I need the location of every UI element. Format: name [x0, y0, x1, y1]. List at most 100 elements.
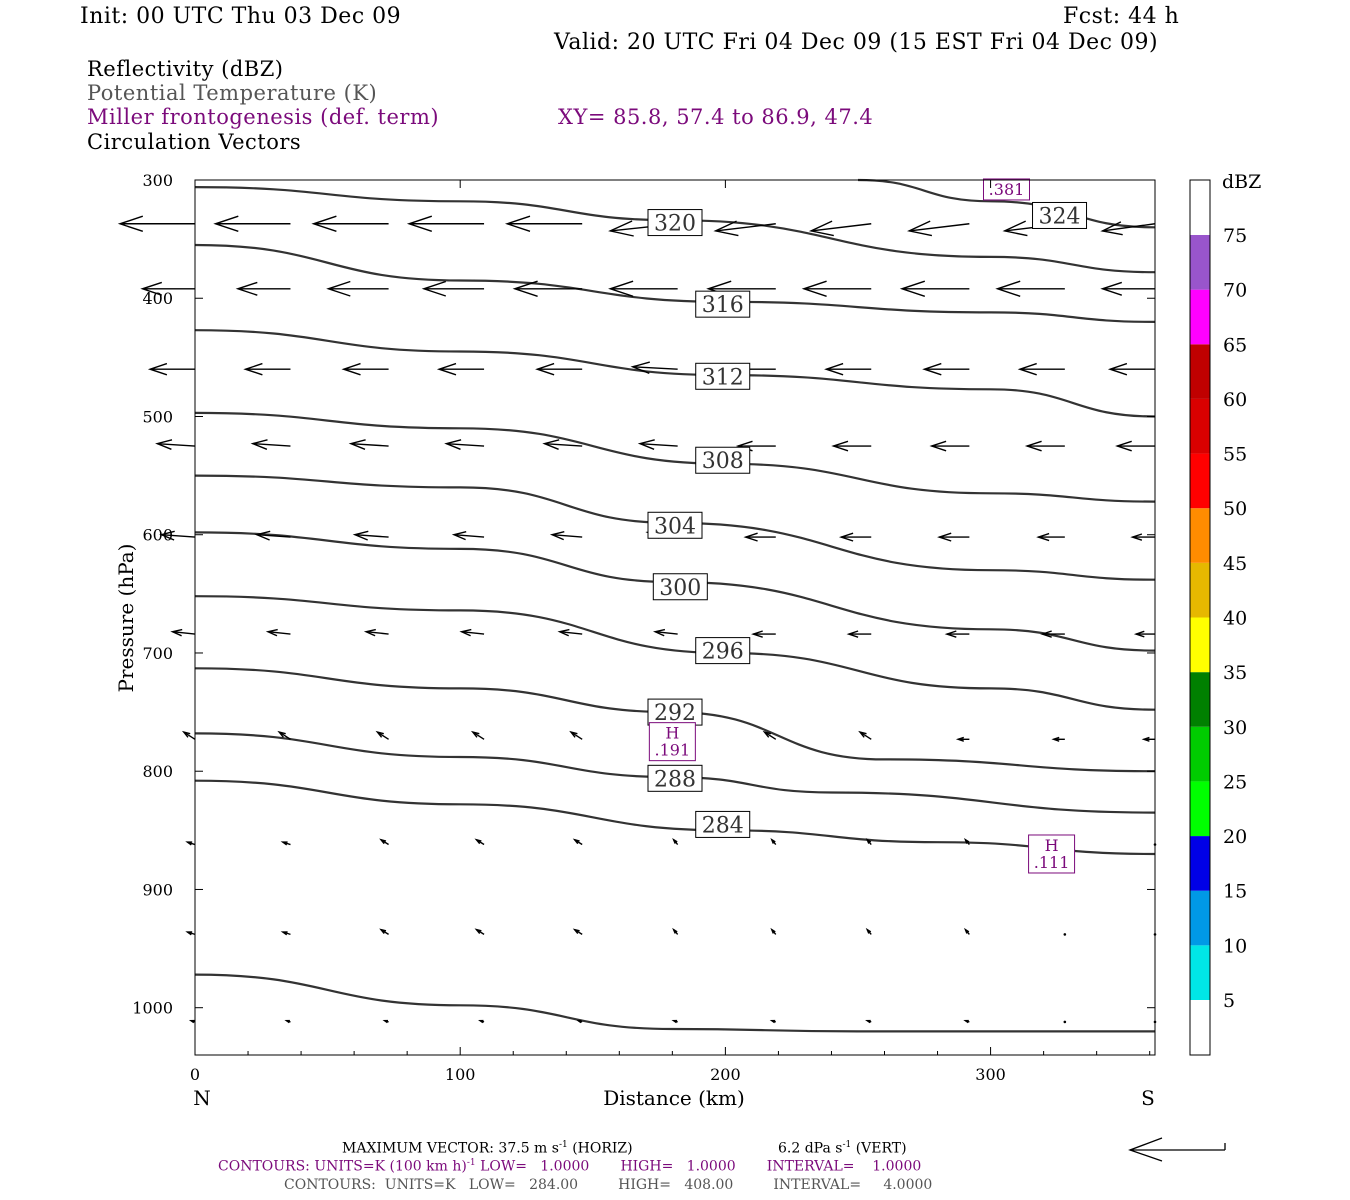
max-vector-exp: -1 [558, 1140, 568, 1150]
circulation-vector [459, 628, 485, 637]
circulation-vector [963, 837, 970, 845]
colorbar-swatch-65 [1190, 289, 1210, 345]
miller-label-text: .191 [655, 741, 691, 760]
circulation-vector [630, 361, 678, 374]
circulation-vector [1133, 630, 1155, 638]
colorbar-unit: dBZ [1222, 171, 1261, 193]
colorbar-label-5: 5 [1223, 990, 1235, 1012]
colorbar-label-40: 40 [1223, 608, 1247, 630]
circulation-vector [542, 439, 583, 450]
colorbar-swatch-35 [1190, 617, 1210, 673]
circulation-vector [185, 841, 196, 846]
contours1-b: LOW= 1.0000 HIGH= 1.0000 INTERVAL= 1.000… [480, 1158, 922, 1175]
circulation-vector [1036, 532, 1065, 542]
circulation-vector [770, 837, 777, 845]
x-tick-label: 200 [710, 1065, 741, 1084]
circulation-vector [277, 730, 291, 740]
colorbar-label-70: 70 [1223, 280, 1247, 302]
theta-contour-label: 312 [702, 365, 744, 390]
colorbar-swatch-20 [1190, 781, 1210, 837]
circulation-vector [254, 530, 291, 541]
colorbar-swatch-55 [1190, 398, 1210, 454]
theta-contour-308 [194, 411, 1156, 503]
circulation-vectors [117, 215, 1157, 1024]
colorbar-label-35: 35 [1223, 662, 1247, 684]
circulation-vector [865, 837, 872, 845]
x-tick-label: 100 [445, 1065, 476, 1084]
legend-miller: Miller frontogenesis (def. term) [87, 105, 440, 129]
circulation-vector [671, 1019, 678, 1024]
circulation-vector [769, 1019, 776, 1024]
theta-label-box [695, 446, 751, 474]
theta-label-box [647, 511, 703, 539]
circulation-vector [1100, 281, 1155, 296]
legend-reflectivity: Reflectivity (dBZ) [87, 57, 284, 81]
colorbar-swatch-10 [1190, 890, 1210, 946]
colorbar-swatch-50 [1190, 453, 1210, 509]
footer-vert: 6.2 dPa s-1 (VERT) [778, 1140, 907, 1157]
circulation-vector [808, 220, 872, 237]
max-vector-horiz: (HORIZ) [572, 1140, 633, 1157]
circulation-vector [637, 439, 678, 450]
theta-contour-base [194, 973, 1155, 1033]
circulation-vector [831, 440, 872, 452]
theta-contour-label: 296 [702, 640, 744, 665]
circulation-vector [243, 362, 291, 376]
circulation-vector [188, 1019, 196, 1024]
circulation-vector [406, 215, 485, 232]
colorbar-swatch-5 [1190, 945, 1210, 1000]
miller-label-text: H [665, 724, 679, 743]
theta-contour-label: 284 [702, 813, 744, 838]
colorbar-swatch-45 [1190, 508, 1210, 563]
circulation-vector [1130, 533, 1155, 541]
miller-label-box [982, 178, 1030, 201]
circulation-vector [326, 280, 389, 297]
circulation-vector [352, 530, 389, 541]
theta-contour-label: 300 [659, 576, 701, 601]
circulation-vector [1063, 1020, 1067, 1024]
circulation-vector [557, 628, 583, 637]
theta-label-box [647, 764, 703, 792]
colorbar-swatch-60 [1190, 344, 1210, 399]
theta-contour-label: 288 [654, 767, 696, 792]
circulation-vector [474, 928, 485, 935]
circulation-vector [375, 730, 389, 740]
circulation-vector [838, 532, 872, 542]
circulation-vector [762, 730, 777, 740]
theta-label-box [695, 810, 751, 838]
theta-contour-label: 308 [702, 449, 744, 474]
dbz-colorbar: 5 10 15 20 25 30 35 40 45 50 55 60 65 70 75 dBZ [1189, 171, 1261, 1056]
circulation-vector [250, 439, 291, 450]
circulation-vector [846, 630, 872, 638]
circulation-vector [963, 1019, 970, 1024]
theta-label-box [1032, 201, 1088, 229]
circulation-vector [1040, 630, 1065, 638]
circulation-vector [155, 439, 196, 450]
circulation-vector [572, 838, 583, 846]
circulation-vector [906, 220, 970, 237]
circulation-vector [147, 362, 195, 376]
theta-label-box [695, 637, 751, 665]
circulation-vector [159, 530, 196, 541]
circulation-vector [824, 362, 872, 376]
circulation-vector [922, 362, 970, 376]
colorbar-label-15: 15 [1223, 881, 1247, 903]
circulation-vector [865, 927, 872, 935]
circulation-vector [1051, 736, 1065, 742]
circulation-vector [311, 215, 389, 232]
y-tick-label: 700 [142, 644, 173, 663]
circulation-vector [535, 362, 583, 376]
y-tick-label: 600 [142, 526, 173, 545]
colorbar-label-10: 10 [1223, 935, 1247, 957]
theta-label-box [695, 290, 751, 318]
colorbar-swatch-30 [1190, 672, 1210, 727]
circulation-vector [672, 927, 679, 935]
circulation-vector [1017, 362, 1065, 376]
circulation-vector [421, 280, 485, 297]
circulation-vector [280, 931, 291, 936]
colorbar-label-75: 75 [1223, 225, 1247, 247]
colorbar-label-25: 25 [1223, 771, 1247, 793]
circulation-vector [478, 1019, 485, 1024]
